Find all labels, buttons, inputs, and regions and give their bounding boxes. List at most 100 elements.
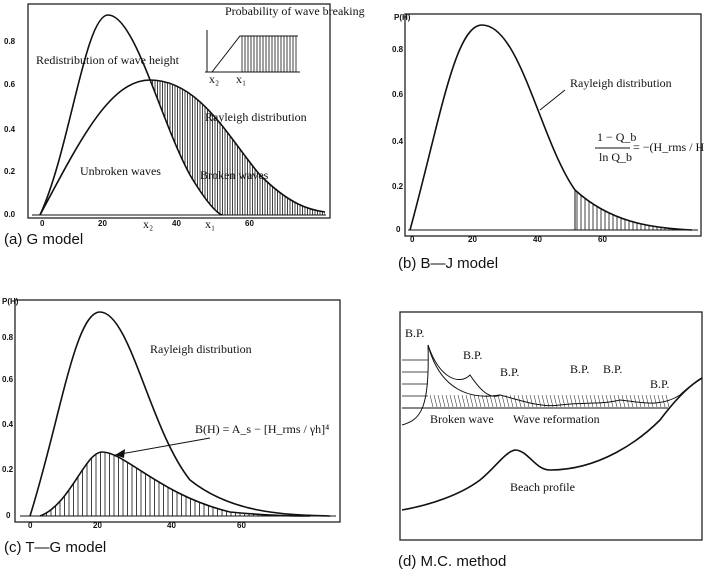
panel-d: B.P. B.P. B.P. B.P. B.P. B.P. Broken wav…: [398, 312, 702, 570]
label: Broken waves: [200, 168, 269, 182]
hatch-line: [578, 395, 581, 407]
x-tick-label: 20: [93, 521, 102, 530]
hatch-line: [494, 395, 497, 407]
x-tick-label: 40: [172, 219, 181, 228]
hatch-line: [662, 395, 665, 407]
y-tick-label: 0.8: [2, 333, 14, 342]
hatch-line: [438, 395, 441, 407]
hatch-line: [482, 395, 485, 407]
panel-b: P(H) Rayleigh distribution 1 − Q_b ln Q_…: [392, 13, 704, 272]
leader: [540, 90, 565, 110]
hatch-line: [566, 395, 569, 407]
hatch-line: [510, 395, 513, 407]
label: = −(H_rms / H_m)²: [633, 140, 704, 154]
label: Probability of wave breaking: [225, 4, 365, 18]
label: B.P.: [570, 362, 589, 376]
label: Unbroken waves: [80, 164, 161, 178]
hatch-line: [618, 395, 621, 407]
label: B.P.: [650, 377, 669, 391]
hatch-line: [466, 395, 469, 407]
y-tick-label: 0: [6, 511, 11, 520]
label: ln Q_b: [599, 150, 632, 164]
hatch-line: [570, 395, 573, 407]
x-tick-label: 0: [28, 521, 33, 530]
hatch-line: [478, 395, 481, 407]
y-tick-label: 0.4: [392, 137, 404, 146]
label: Wave reformation: [513, 412, 600, 426]
hatch-line: [530, 395, 533, 407]
y-tick-label: 0.4: [2, 420, 14, 429]
axis-label: P(H): [2, 297, 19, 306]
axis-label: P(H): [394, 13, 411, 22]
hatch-line: [590, 395, 593, 407]
hatch: [242, 36, 296, 72]
x-tick-label: 60: [598, 235, 607, 244]
hatch-line: [658, 395, 661, 407]
x-tick-label: 20: [468, 235, 477, 244]
hatch-line: [598, 395, 601, 407]
hatch-line: [594, 395, 597, 407]
label: 1 − Q_b: [597, 130, 636, 144]
arrow: [115, 438, 210, 455]
label: Broken wave: [430, 412, 494, 426]
hatch-line: [490, 395, 493, 407]
rayleigh-curve: [410, 25, 692, 230]
label: Rayleigh distribution: [570, 76, 672, 90]
hatch-line: [502, 395, 505, 407]
label: x₂: [209, 72, 219, 86]
label: x₂: [143, 217, 153, 231]
hatch-line: [462, 395, 465, 407]
hatch-line: [434, 395, 437, 407]
y-tick-label: 0.8: [392, 45, 404, 54]
hatch-line: [470, 395, 473, 407]
x-tick-label: 0: [40, 219, 45, 228]
caption: (a) G model: [4, 231, 83, 248]
label: Beach profile: [510, 480, 575, 494]
y-tick-label: 0.2: [2, 465, 14, 474]
hatch: [42, 440, 308, 516]
hatch-line: [634, 395, 637, 407]
hatch-line: [514, 395, 517, 407]
y-tick-label: 0.8: [4, 37, 16, 46]
breaking-curve: [40, 452, 310, 516]
wave-lines: [402, 360, 669, 407]
hatch-line: [446, 395, 449, 407]
y-tick-label: 0.4: [4, 125, 16, 134]
label: B.P.: [463, 348, 482, 362]
y-tick-label: 0.0: [4, 210, 16, 219]
hatch-line: [586, 395, 589, 407]
hatch-line: [582, 395, 585, 407]
hatch-line: [450, 395, 453, 407]
label: Redistribution of wave height: [36, 53, 180, 67]
hatch-line: [534, 395, 537, 407]
caption: (c) T—G model: [4, 539, 106, 556]
y-tick-label: 0.6: [2, 375, 14, 384]
label: x₁: [236, 72, 246, 86]
inset-curve: [212, 36, 298, 72]
panel-a: Probability of wave breaking Redistribut…: [4, 4, 365, 248]
hatch-line: [562, 395, 565, 407]
label: B.P.: [500, 365, 519, 379]
label: x₁: [205, 217, 215, 231]
panel-frame: [400, 312, 702, 540]
caption: (b) B—J model: [398, 255, 498, 272]
panel-frame: [15, 300, 340, 522]
panel-c: P(H) Rayleigh distribution B(H) = A_s − …: [2, 297, 340, 556]
y-tick-label: 0.6: [4, 80, 16, 89]
hatch-line: [638, 395, 641, 407]
inset-fill: [212, 36, 298, 72]
x-tick-label: 20: [98, 219, 107, 228]
hatch-line: [526, 395, 529, 407]
hatch-line: [642, 395, 645, 407]
label: B.P.: [405, 326, 424, 340]
hatch-line: [606, 395, 609, 407]
hatch-line: [646, 395, 649, 407]
x-tick-label: 40: [533, 235, 542, 244]
hatch-line: [454, 395, 457, 407]
hatch-line: [430, 395, 433, 407]
x-tick-label: 40: [167, 521, 176, 530]
label: Rayleigh distribution: [150, 342, 252, 356]
y-tick-label: 0: [396, 225, 401, 234]
hatch-line: [650, 395, 653, 407]
x-tick-label: 0: [410, 235, 415, 244]
